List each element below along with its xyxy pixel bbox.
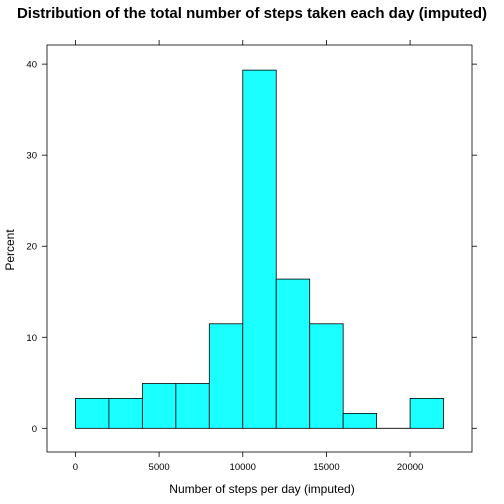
x-tick-label: 0 [73, 462, 78, 473]
y-axis-label: Percent [3, 229, 17, 271]
y-tick-label: 0 [32, 424, 37, 435]
histogram-bar [208, 323, 244, 429]
x-tick-label: 15000 [313, 462, 339, 473]
y-tick-label: 20 [26, 242, 37, 253]
y-tick-label: 10 [26, 333, 37, 344]
y-tick-label: 40 [26, 60, 37, 71]
histogram-bar [309, 323, 344, 429]
chart-title: Distribution of the total number of step… [17, 5, 487, 22]
axis-ticks: 0 5000 10000 15000 20000 0 10 20 30 40 [26, 40, 477, 473]
histogram-bar [275, 278, 311, 429]
x-tick-label: 20000 [397, 462, 423, 473]
x-tick-label: 5000 [149, 462, 170, 473]
histogram-bar [108, 398, 143, 429]
histogram-bar [175, 383, 210, 429]
histogram-bar [141, 383, 177, 429]
histogram-bar [409, 398, 444, 429]
histogram-bar [75, 398, 110, 429]
bars-group [75, 69, 444, 429]
x-axis-label: Number of steps per day (imputed) [169, 482, 354, 496]
histogram-bar [342, 412, 378, 429]
histogram-bar [242, 69, 277, 429]
plot-frame [46, 44, 473, 453]
y-tick-label: 30 [26, 151, 37, 162]
x-tick-label: 10000 [230, 462, 256, 473]
